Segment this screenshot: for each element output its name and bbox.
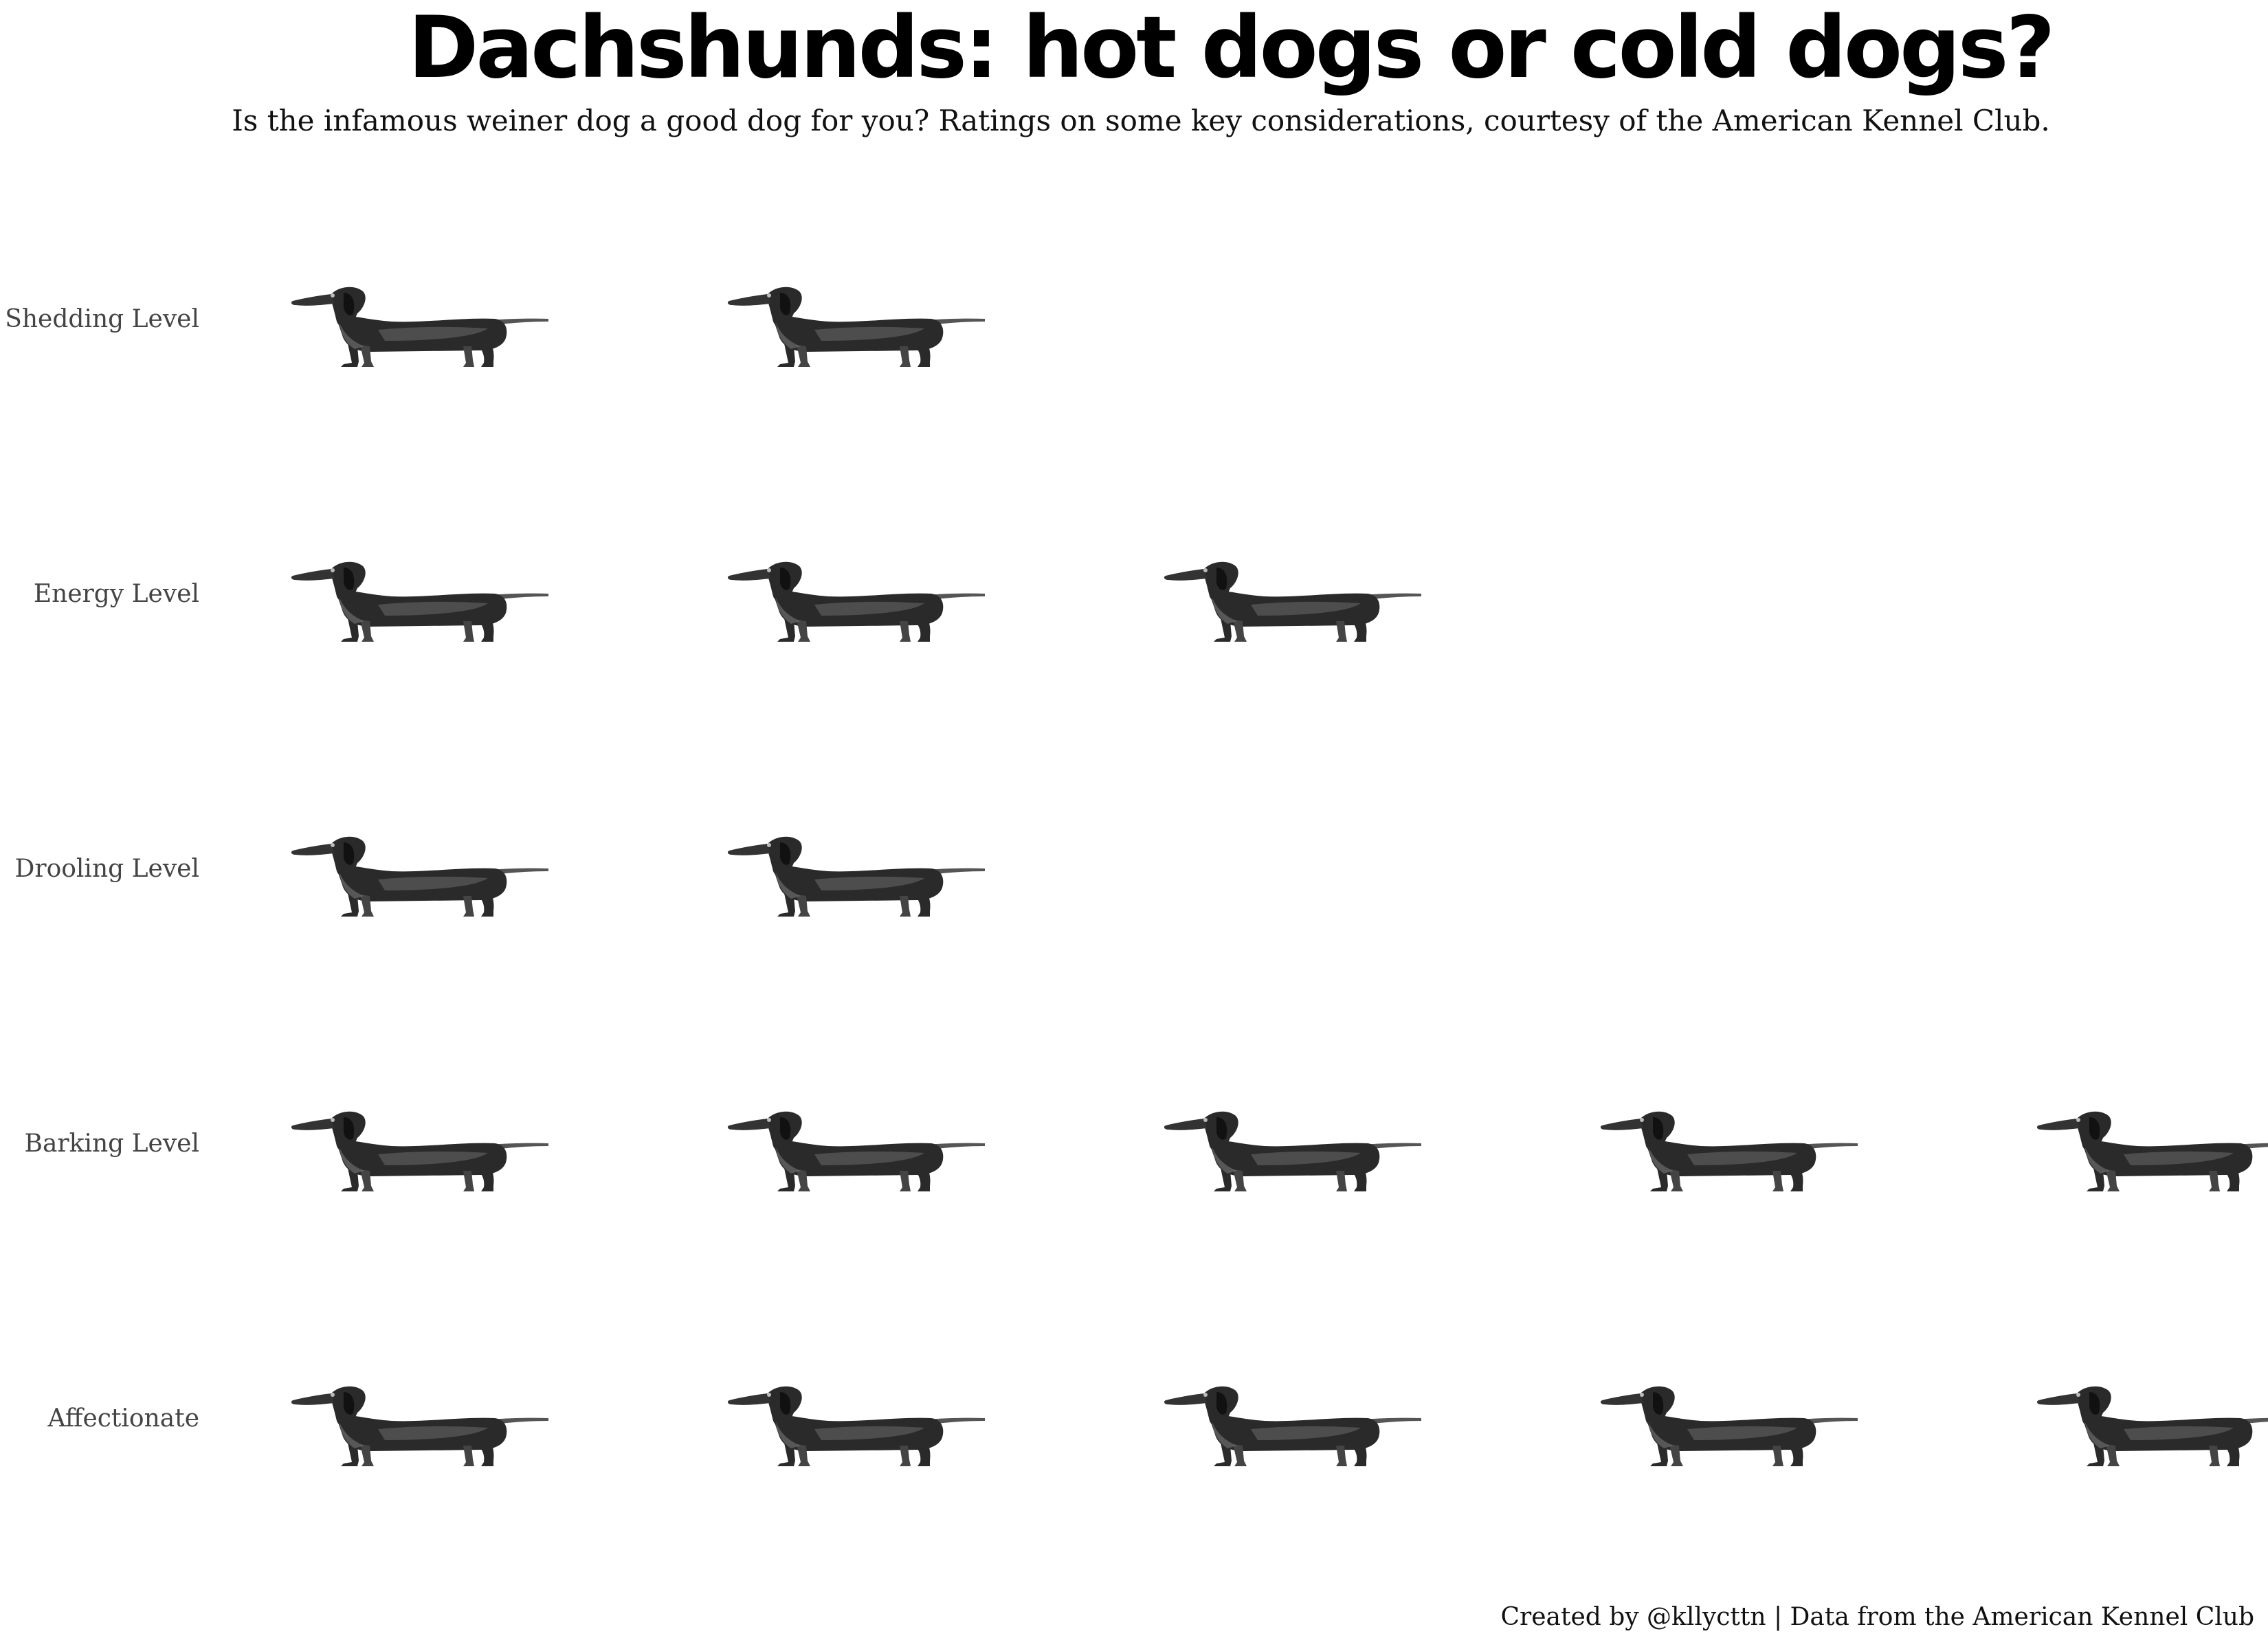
- dachshund-icon: [291, 836, 548, 917]
- dachshund-icon: [291, 287, 548, 367]
- row-label: Affectionate: [47, 1404, 199, 1433]
- dachshund-icon: [1600, 1386, 1858, 1466]
- rating-row: Shedding Level: [5, 287, 985, 367]
- rating-row: Energy Level: [34, 561, 1421, 642]
- row-label: Shedding Level: [5, 305, 199, 333]
- row-label: Energy Level: [34, 580, 199, 608]
- rating-row: Barking Level: [25, 1111, 2268, 1191]
- dachshund-icon: [291, 1386, 548, 1466]
- chart-caption: Created by @kllycttn | Data from the Ame…: [1500, 1603, 2254, 1631]
- chart-subtitle: Is the infamous weiner dog a good dog fo…: [232, 104, 2050, 137]
- dachshund-icon: [727, 1111, 985, 1191]
- dachshund-icon: [727, 561, 985, 642]
- dachshund-icon: [2036, 1386, 2268, 1466]
- chart-rows: Shedding Level Energy Level Drooling Level…: [5, 287, 2268, 1466]
- row-label: Drooling Level: [15, 855, 200, 883]
- dachshund-icon: [291, 561, 548, 642]
- rating-row: Drooling Level: [15, 836, 985, 917]
- rating-row: Affectionate: [47, 1386, 2268, 1466]
- row-label: Barking Level: [25, 1130, 200, 1158]
- dachshund-icon: [1164, 561, 1421, 642]
- chart-title: Dachshunds: hot dogs or cold dogs?: [408, 0, 2055, 98]
- dachshund-icon: [727, 836, 985, 917]
- dachshund-icon: [727, 287, 985, 367]
- dachshund-icon: [1600, 1111, 1858, 1191]
- dachshund-icon: [727, 1386, 985, 1466]
- dachshund-icon: [1164, 1386, 1421, 1466]
- dachshund-icon: [1164, 1111, 1421, 1191]
- dachshund-icon: [2036, 1111, 2268, 1191]
- dachshund-icon: [291, 1111, 548, 1191]
